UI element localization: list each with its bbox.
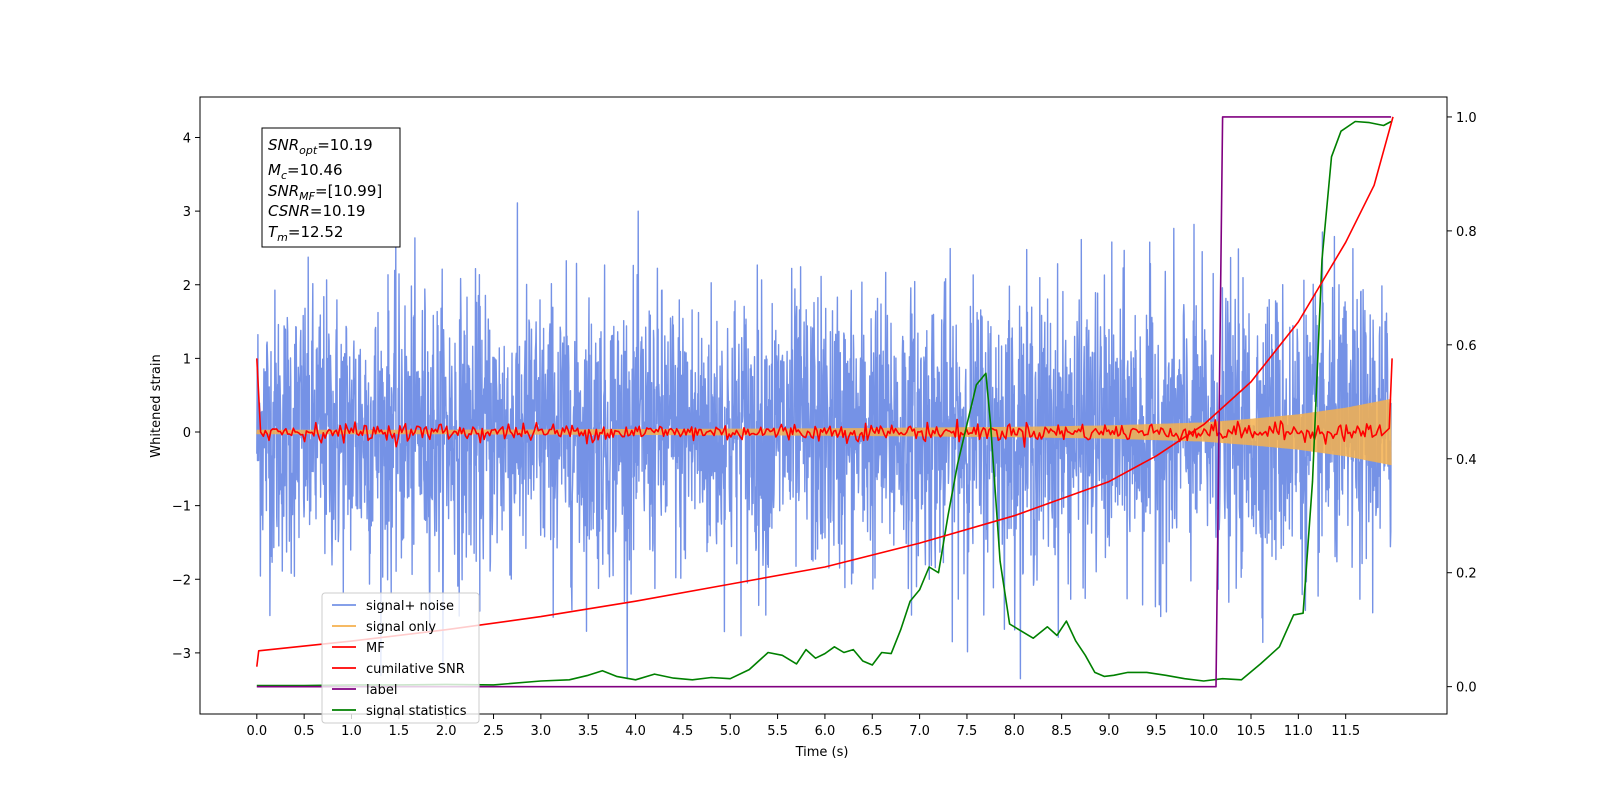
x-tick-label: 7.5 <box>957 724 978 739</box>
annotation-csnr: CSNR=10.19 <box>268 202 365 220</box>
series-signal-statistics <box>256 120 1392 687</box>
annotation-snr-opt: SNRopt=10.19 <box>268 136 373 157</box>
legend-label: MF <box>366 641 385 656</box>
series-label <box>256 116 1392 688</box>
x-tick-label: 5.5 <box>767 724 788 739</box>
y-axis-right: 0.0 0.2 0.4 0.6 0.8 1.0 <box>1447 111 1477 696</box>
x-tick-label: 1.0 <box>341 724 362 739</box>
x-tick-label: 1.5 <box>388 724 409 739</box>
x-tick-label: 3.0 <box>531 724 552 739</box>
y-tick-label: 4 <box>183 131 191 146</box>
x-tick-label: 8.0 <box>1004 724 1025 739</box>
legend-label: signal only <box>366 620 436 635</box>
y-tick-label: −2 <box>172 573 191 588</box>
x-tick-label: 7.0 <box>909 724 930 739</box>
x-tick-label: 3.5 <box>578 724 599 739</box>
x-tick-label: 10.0 <box>1189 724 1218 739</box>
y-tick-label: −3 <box>172 647 191 662</box>
x-tick-label: 11.0 <box>1284 724 1313 739</box>
series-signal-noise <box>256 202 1392 680</box>
y2-tick-label: 0.6 <box>1456 339 1477 354</box>
legend-label: signal+ noise <box>366 599 454 614</box>
x-tick-label: 0.5 <box>294 724 315 739</box>
legend: signal+ noise signal only MF cumilative SNR… <box>321 592 480 724</box>
x-tick-label: 9.5 <box>1146 724 1167 739</box>
annotation-mc: Mc=10.46 <box>268 161 343 182</box>
y2-tick-label: 0.0 <box>1456 681 1477 696</box>
y-tick-label: −1 <box>172 500 191 515</box>
y-tick-label: 2 <box>183 279 191 294</box>
legend-label: label <box>366 683 397 698</box>
x-tick-label: 2.0 <box>436 724 457 739</box>
y2-tick-label: 0.2 <box>1456 567 1477 582</box>
x-tick-label: 11.5 <box>1331 724 1360 739</box>
y-tick-label: 1 <box>183 352 191 367</box>
annotation-tm: Tm=12.52 <box>268 223 343 244</box>
annotation-snr-mf: SNRMF=[10.99] <box>268 182 382 203</box>
x-axis-label: Time (s) <box>795 745 849 760</box>
x-tick-label: 8.5 <box>1051 724 1072 739</box>
x-tick-label: 5.0 <box>720 724 741 739</box>
y2-tick-label: 1.0 <box>1456 111 1477 126</box>
x-tick-label: 0.0 <box>246 724 267 739</box>
x-tick-label: 10.5 <box>1237 724 1266 739</box>
annotation-box: SNRopt=10.19 Mc=10.46 SNRMF=[10.99] CSNR… <box>261 127 401 248</box>
legend-label: cumilative SNR <box>366 662 465 677</box>
annotation-frame <box>261 127 401 248</box>
y-tick-label: 0 <box>183 426 191 441</box>
plot-frame <box>199 96 1448 715</box>
x-tick-label: 9.0 <box>1099 724 1120 739</box>
x-axis: 0.0 0.5 1.0 1.5 2.0 2.5 3.0 3.5 4.0 4.5 5.0 5.5 6.0 6… <box>246 714 1360 739</box>
legend-frame <box>321 592 480 724</box>
y2-tick-label: 0.8 <box>1456 225 1477 240</box>
series-mf <box>256 358 1393 448</box>
x-tick-label: 4.0 <box>625 724 646 739</box>
x-tick-label: 6.0 <box>815 724 836 739</box>
y-tick-label: 3 <box>183 205 191 220</box>
series-signal-only <box>256 398 1392 466</box>
x-tick-label: 6.5 <box>862 724 883 739</box>
y-axis-left: −3 −2 −1 0 1 2 3 4 <box>172 131 200 662</box>
y-axis-label: Whitened strain <box>149 354 164 457</box>
x-tick-label: 2.5 <box>483 724 504 739</box>
legend-label: signal statistics <box>366 704 467 719</box>
x-tick-label: 4.5 <box>673 724 694 739</box>
y2-tick-label: 0.4 <box>1456 453 1477 468</box>
